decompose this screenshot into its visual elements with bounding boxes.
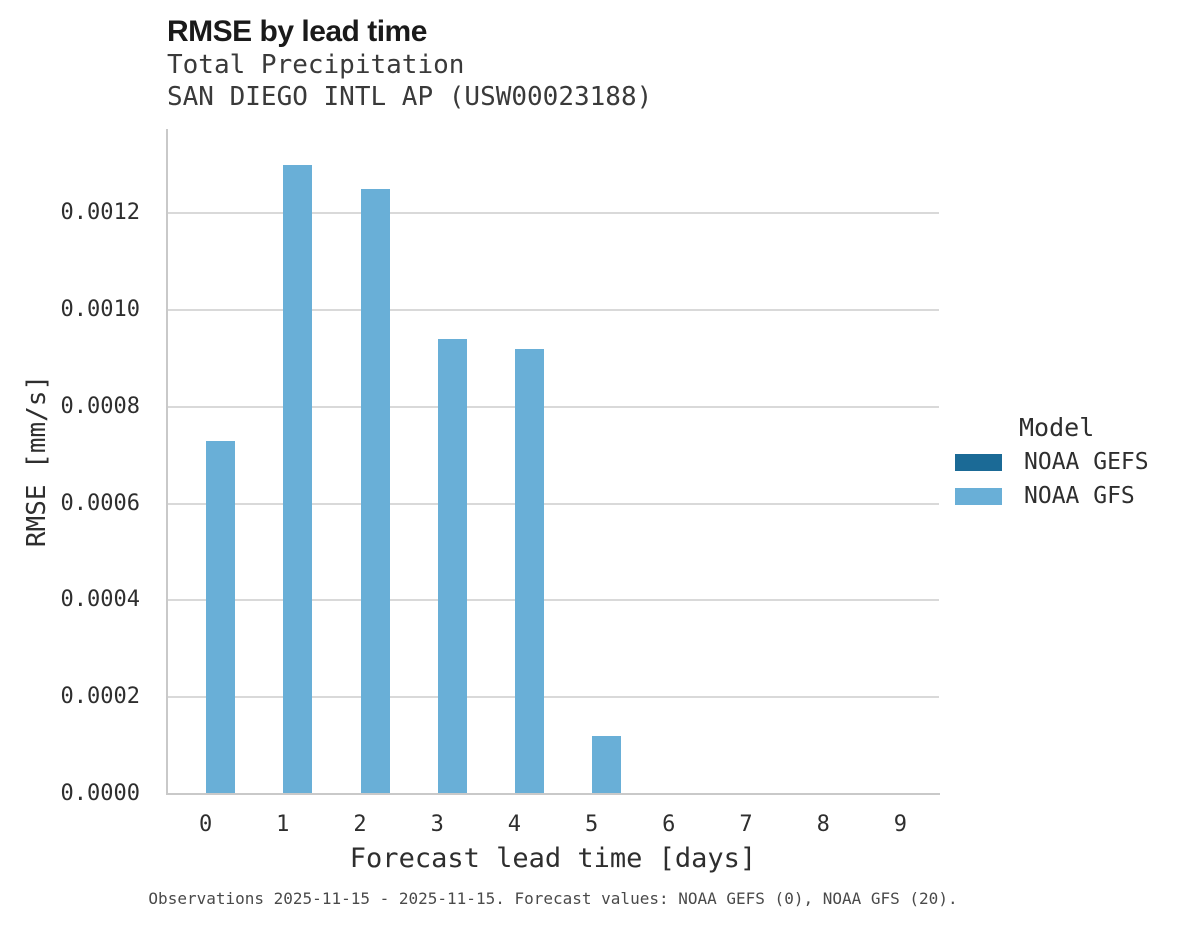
y-tick-label: 0.0004 <box>60 587 140 613</box>
legend-label-noaa-gefs: NOAA GEFS <box>1024 449 1149 475</box>
legend-swatch-noaa-gfs <box>955 487 1002 505</box>
x-tick-label: 8 <box>816 812 830 837</box>
x-tick-label: 2 <box>353 812 367 837</box>
x-tick-label: 6 <box>662 812 676 837</box>
bar-noaa-gfs-day-5 <box>592 735 622 794</box>
gridline <box>167 212 939 214</box>
gridline <box>167 405 939 408</box>
bar-noaa-gfs-day-0 <box>206 440 236 794</box>
legend-item-noaa-gefs: NOAA GEFS <box>955 445 1149 479</box>
chart-subtitle: Total Precipitation SAN DIEGO INTL AP (US… <box>167 49 652 113</box>
gridline <box>167 308 939 311</box>
bar-noaa-gfs-day-1 <box>283 164 313 794</box>
x-tick-label: 9 <box>893 812 908 837</box>
x-tick-label: 0 <box>198 812 213 837</box>
y-tick-label: 0.0012 <box>60 200 140 225</box>
x-tick-label: 1 <box>276 812 290 837</box>
x-axis-spine <box>166 793 940 795</box>
legend-label-noaa-gfs: NOAA GFS <box>1024 483 1135 509</box>
chart-title: RMSE by lead time <box>167 15 427 48</box>
subtitle-line-2: SAN DIEGO INTL AP (USW00023188) <box>167 82 653 112</box>
x-tick-label: 3 <box>430 812 444 837</box>
caption: Observations 2025-11-15 - 2025-11-15. Fo… <box>148 889 958 908</box>
x-tick-label: 7 <box>739 812 753 837</box>
legend-item-noaa-gfs: NOAA GFS <box>955 479 1149 513</box>
x-axis-label: Forecast lead time [days] <box>349 843 757 874</box>
x-tick-label: 4 <box>507 812 522 837</box>
legend-title: Model <box>1019 413 1095 442</box>
x-tick-label: 5 <box>584 812 599 837</box>
bar-noaa-gfs-day-2 <box>360 188 390 794</box>
gridline <box>167 696 939 699</box>
y-tick-label: 0.0006 <box>60 490 140 516</box>
subtitle-line-1: Total Precipitation <box>167 50 465 80</box>
gridline <box>167 599 939 602</box>
y-tick-label: 0.0000 <box>60 781 140 806</box>
bar-noaa-gfs-day-3 <box>437 338 467 794</box>
y-axis-spine <box>166 129 168 795</box>
bar-noaa-gfs-day-4 <box>514 348 544 794</box>
plot-area <box>167 129 939 794</box>
y-tick-label: 0.0002 <box>60 684 140 710</box>
y-tick-label: 0.0008 <box>60 393 140 419</box>
gridline <box>167 502 939 505</box>
y-tick-label: 0.0010 <box>60 296 140 322</box>
legend: Model NOAA GEFS NOAA GFS <box>955 410 1149 513</box>
legend-swatch-noaa-gefs <box>955 453 1002 471</box>
